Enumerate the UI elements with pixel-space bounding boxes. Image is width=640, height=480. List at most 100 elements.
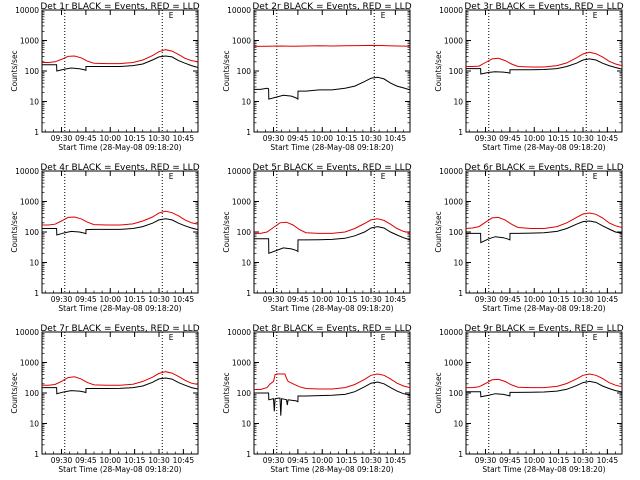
y-tick-label: 10000 — [439, 328, 463, 337]
series-events-line — [254, 76, 411, 101]
y-tick-label: 1 — [458, 128, 463, 137]
y-axis-label: Counts/sec — [10, 211, 19, 252]
x-axis-label: Start Time (28-May-08 09:18:20) — [270, 143, 393, 152]
chart-title: Det 5r BLACK = Events, RED = LLD — [252, 163, 411, 173]
series-lld-line — [42, 371, 199, 386]
y-tick-label: 10000 — [439, 6, 463, 15]
marker-label: E — [169, 333, 174, 342]
y-tick-label: 1 — [246, 289, 251, 298]
x-tick-label: 10:00 — [99, 134, 121, 143]
x-tick-label: 10:30 — [572, 456, 594, 465]
x-axis-label: Start Time (28-May-08 09:18:20) — [58, 304, 181, 313]
chart-title: Det 3r BLACK = Events, RED = LLD — [464, 2, 623, 12]
y-tick-label: 1 — [34, 289, 39, 298]
chart-panel-9: Det 9r BLACK = Events, RED = LLD 1 10 100 10… — [434, 324, 624, 474]
x-axis-label: Start Time (28-May-08 09:18:20) — [58, 143, 181, 152]
x-tick-label: 09:45 — [75, 456, 97, 465]
y-tick-label: 10000 — [227, 6, 251, 15]
series-lld-line — [42, 49, 199, 65]
x-tick-label: 10:30 — [572, 134, 594, 143]
x-tick-label: 10:45 — [173, 134, 195, 143]
chart-panel-1: Det 1r BLACK = Events, RED = LLD 1 10 100 10… — [10, 2, 200, 152]
x-tick-label: 09:30 — [263, 134, 285, 143]
x-tick-label: 09:45 — [287, 456, 309, 465]
y-tick-label: 1 — [34, 450, 39, 459]
chart-title: Det 2r BLACK = Events, RED = LLD — [252, 2, 411, 12]
x-tick-label: 09:30 — [475, 295, 497, 304]
x-tick-label: 09:30 — [475, 456, 497, 465]
plot-frame — [253, 331, 411, 455]
y-tick-label: 100 — [237, 389, 252, 398]
series-lld-line — [465, 212, 623, 229]
y-tick-label: 10000 — [15, 6, 39, 15]
y-tick-label: 100 — [449, 228, 464, 237]
x-tick-label: 09:45 — [499, 456, 521, 465]
x-tick-label: 10:45 — [173, 295, 195, 304]
plot-frame — [41, 331, 199, 455]
series-lld-line — [254, 218, 411, 234]
x-axis-label: Start Time (28-May-08 09:18:20) — [270, 465, 393, 474]
y-axis-label: Counts/sec — [10, 50, 19, 91]
y-axis-label: Counts/sec — [222, 372, 231, 413]
x-tick-label: 10:15 — [336, 134, 358, 143]
series-events-line — [466, 220, 623, 244]
series-events-line — [42, 377, 199, 395]
y-tick-label: 100 — [449, 389, 464, 398]
x-tick-label: 10:00 — [311, 295, 333, 304]
x-tick-label: 10:00 — [311, 456, 333, 465]
x-tick-label: 10:30 — [360, 295, 382, 304]
x-tick-label: 10:15 — [548, 295, 570, 304]
x-tick-label: 10:15 — [336, 456, 358, 465]
y-tick-label: 1 — [246, 450, 251, 459]
plot-frame — [41, 170, 199, 294]
x-axis-label: Start Time (28-May-08 09:18:20) — [58, 465, 181, 474]
chart-panel-5: Det 5r BLACK = Events, RED = LLD 1 10 100 10… — [222, 163, 412, 313]
y-tick-label: 1000 — [444, 198, 463, 207]
x-tick-label: 10:45 — [385, 134, 407, 143]
y-tick-label: 1000 — [232, 198, 251, 207]
x-tick-label: 10:00 — [523, 295, 545, 304]
plot-frame — [465, 331, 623, 455]
x-tick-label: 09:45 — [499, 134, 521, 143]
x-tick-label: 10:30 — [572, 295, 594, 304]
x-tick-label: 09:30 — [263, 456, 285, 465]
x-tick-label: 10:00 — [523, 134, 545, 143]
plot-frame — [41, 9, 199, 133]
x-tick-label: 10:00 — [311, 134, 333, 143]
y-tick-label: 1000 — [20, 198, 39, 207]
chart-title: Det 8r BLACK = Events, RED = LLD — [252, 324, 411, 334]
plot-frame — [253, 9, 411, 133]
x-tick-label: 10:30 — [360, 456, 382, 465]
series-events-line — [254, 226, 411, 255]
x-tick-label: 10:30 — [360, 134, 382, 143]
x-tick-label: 10:45 — [597, 456, 619, 465]
y-tick-label: 10 — [453, 259, 463, 268]
marker-label: E — [381, 11, 386, 20]
x-tick-label: 09:30 — [475, 134, 497, 143]
x-tick-label: 10:15 — [548, 456, 570, 465]
chart-panel-2: Det 2r BLACK = Events, RED = LLD 1 10 100 10… — [222, 2, 412, 152]
x-tick-label: 10:30 — [148, 295, 170, 304]
y-tick-label: 10 — [241, 420, 251, 429]
chart-panel-7: Det 7r BLACK = Events, RED = LLD 1 10 100 10… — [10, 324, 200, 474]
y-tick-label: 10 — [29, 259, 39, 268]
x-tick-label: 10:15 — [124, 134, 146, 143]
x-axis-label: Start Time (28-May-08 09:18:20) — [482, 143, 605, 152]
x-tick-label: 10:45 — [385, 295, 407, 304]
marker-label: E — [169, 11, 174, 20]
y-tick-label: 1 — [458, 289, 463, 298]
series-lld-line — [466, 51, 623, 68]
x-axis-label: Start Time (28-May-08 09:18:20) — [482, 304, 605, 313]
chart-title: Det 7r BLACK = Events, RED = LLD — [40, 324, 199, 334]
chart-title: Det 9r BLACK = Events, RED = LLD — [464, 324, 623, 334]
x-tick-label: 09:45 — [287, 295, 309, 304]
marker-label: E — [593, 172, 598, 181]
y-tick-label: 1000 — [444, 359, 463, 368]
x-tick-label: 10:15 — [548, 134, 570, 143]
y-tick-label: 10000 — [227, 167, 251, 176]
y-tick-label: 1000 — [444, 37, 463, 46]
y-tick-label: 1000 — [232, 37, 251, 46]
x-tick-label: 10:45 — [385, 456, 407, 465]
series-lld-line — [466, 373, 623, 389]
